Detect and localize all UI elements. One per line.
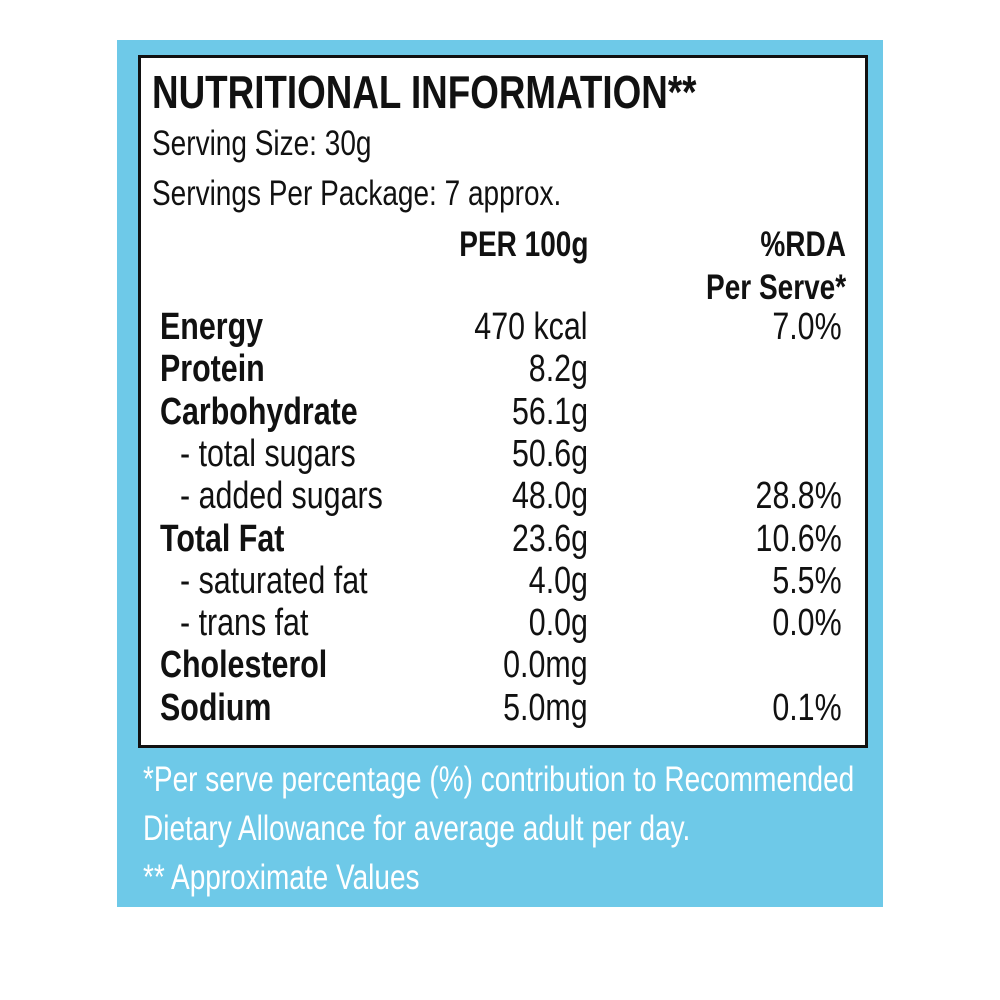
column-header: Per Serve* [705, 267, 846, 307]
sub-nutrient-name: - total sugars [180, 432, 356, 475]
title: NUTRITIONAL INFORMATION** [152, 66, 697, 118]
serving-size: Serving Size: 30g [152, 123, 372, 163]
per-100g-value: 0.0g [528, 602, 588, 645]
column-header: %RDA [760, 224, 846, 264]
per-100g-value: 5.0mg [503, 686, 589, 729]
per-100g-value: 23.6g [511, 517, 588, 560]
per-100g-value: 56.1g [511, 390, 588, 433]
nutrient-name: Sodium [160, 686, 272, 729]
per-100g-value: 48.0g [511, 475, 588, 518]
rda-value: 10.6% [755, 517, 842, 560]
footnote: ** Approximate Values [143, 857, 420, 897]
nutrient-name: Carbohydrate [160, 390, 358, 433]
per-100g-value: 50.6g [511, 432, 588, 475]
nutrient-name: Energy [160, 306, 264, 348]
per-100g-value: 8.2g [528, 348, 588, 391]
column-header: PER 100g [458, 224, 588, 264]
nutrient-name: Total Fat [160, 517, 285, 560]
servings-per-package: Servings Per Package: 7 approx. [152, 173, 562, 213]
rda-value: 0.0% [772, 602, 842, 645]
nutrient-name: Protein [160, 348, 265, 391]
footnote: Dietary Allowance for average adult per … [143, 808, 691, 848]
sub-nutrient-name: - saturated fat [180, 559, 368, 602]
per-100g-value: 0.0mg [503, 644, 589, 687]
rda-value: 7.0% [772, 306, 842, 348]
per-100g-value: 4.0g [528, 559, 588, 602]
sub-nutrient-name: - trans fat [180, 602, 309, 645]
nutrition-panel [138, 55, 868, 748]
rda-value: 28.8% [755, 475, 842, 518]
footnote: *Per serve percentage (%) contribution t… [143, 759, 855, 799]
per-100g-value: 470 kcal [474, 306, 588, 348]
sub-nutrient-name: - added sugars [180, 475, 383, 518]
rda-value: 0.1% [772, 686, 842, 729]
rda-value: 5.5% [772, 559, 842, 602]
nutrient-name: Cholesterol [160, 644, 328, 687]
